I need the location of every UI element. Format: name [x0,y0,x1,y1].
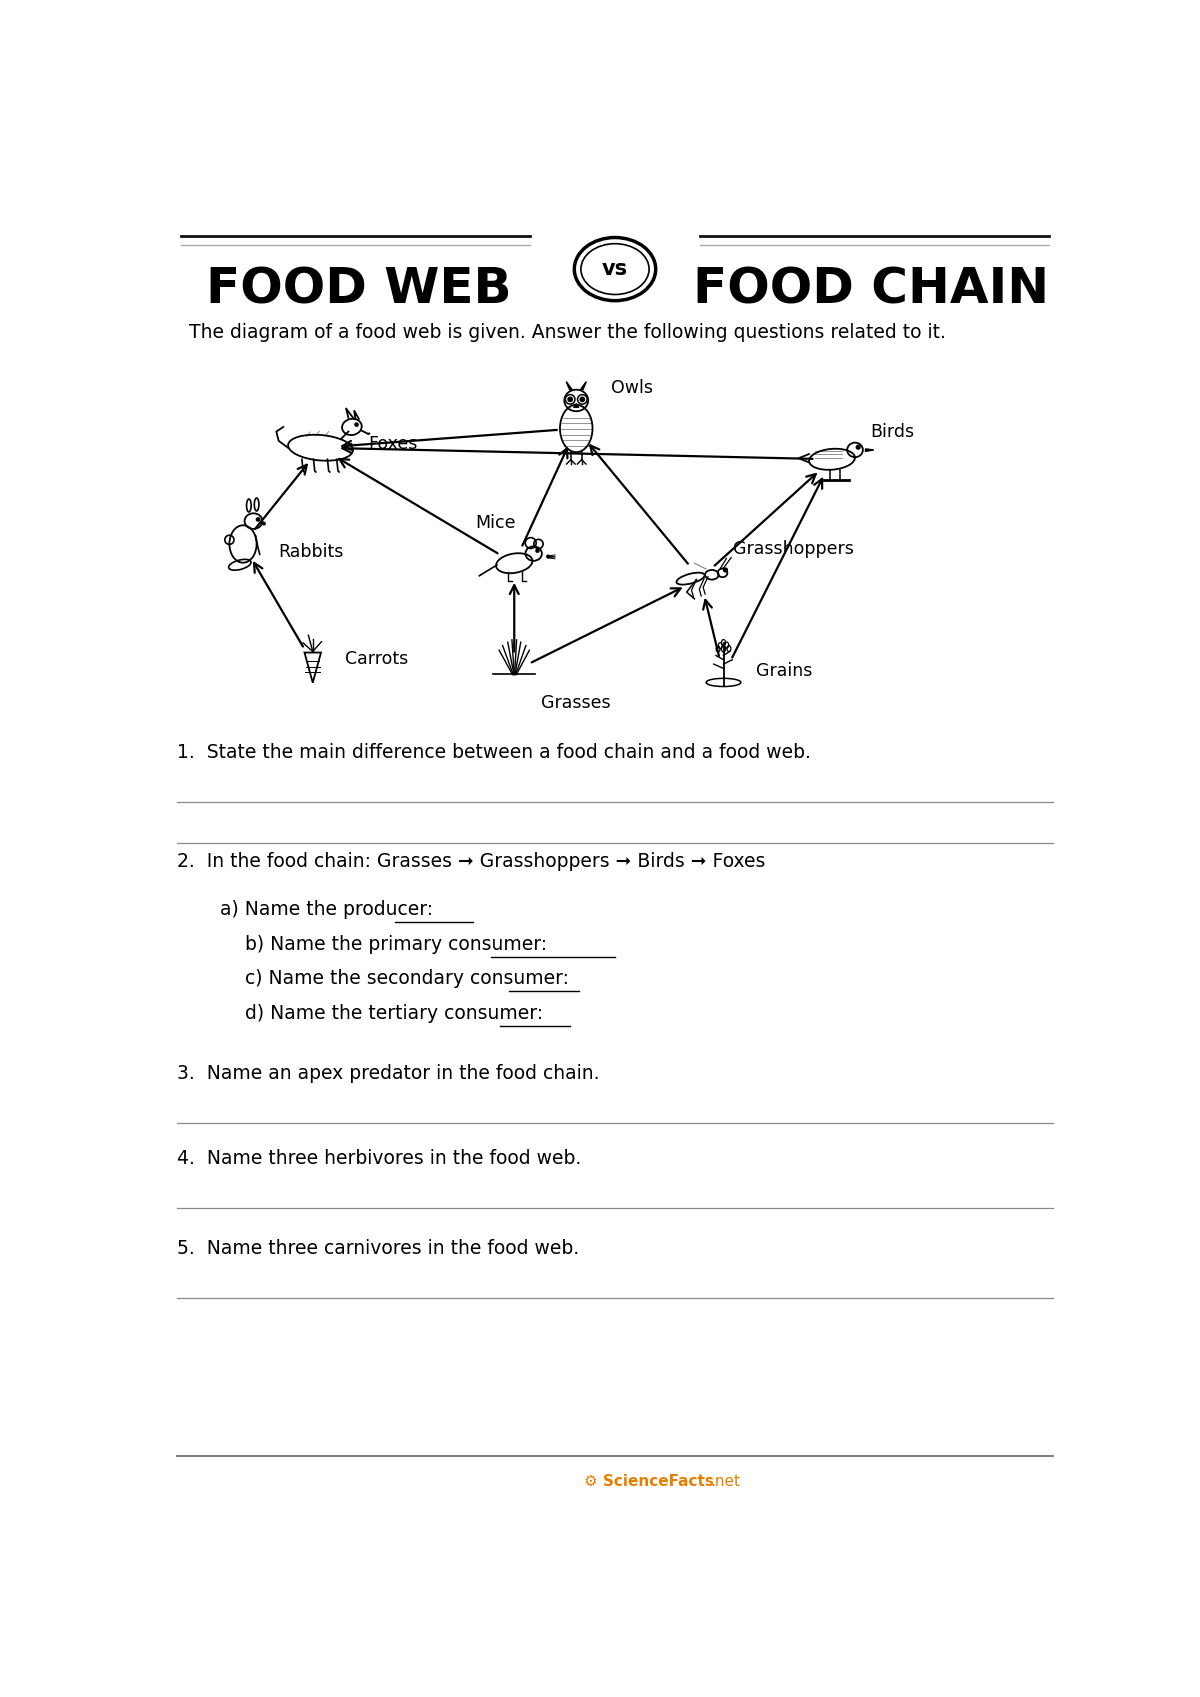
Text: 3.  Name an apex predator in the food chain.: 3. Name an apex predator in the food cha… [178,1064,600,1083]
Circle shape [263,523,265,524]
Text: vs: vs [602,260,628,278]
Text: FOOD CHAIN: FOOD CHAIN [692,266,1049,314]
Circle shape [536,550,539,552]
Text: c) Name the secondary consumer:: c) Name the secondary consumer: [221,969,569,988]
Circle shape [580,397,584,402]
Text: Birds: Birds [871,423,914,441]
Circle shape [257,518,259,521]
Text: a) Name the producer:: a) Name the producer: [197,899,433,920]
Text: b) Name the primary consumer:: b) Name the primary consumer: [221,935,547,954]
Text: Grains: Grains [756,662,812,680]
Text: Grasshoppers: Grasshoppers [733,540,853,558]
Polygon shape [865,450,874,451]
Circle shape [724,568,727,572]
Text: FOOD WEB: FOOD WEB [206,266,512,314]
Text: 1.  State the main difference between a food chain and a food web.: 1. State the main difference between a f… [178,743,811,762]
Text: Foxes: Foxes [368,434,418,453]
Circle shape [355,423,358,426]
Text: Owls: Owls [611,380,653,397]
Text: 4.  Name three herbivores in the food web.: 4. Name three herbivores in the food web… [178,1149,581,1168]
Circle shape [857,445,860,450]
Text: ⚙ ScienceFacts: ⚙ ScienceFacts [584,1473,714,1488]
Text: d) Name the tertiary consumer:: d) Name the tertiary consumer: [221,1005,544,1023]
Ellipse shape [575,238,655,300]
Text: 5.  Name three carnivores in the food web.: 5. Name three carnivores in the food web… [178,1239,580,1257]
Text: Rabbits: Rabbits [278,543,343,560]
Polygon shape [574,404,578,407]
Text: Carrots: Carrots [346,650,408,669]
Circle shape [547,555,550,558]
Text: 2.  In the food chain: Grasses ➞ Grasshoppers ➞ Birds ➞ Foxes: 2. In the food chain: Grasses ➞ Grasshop… [178,852,766,871]
Text: Mice: Mice [475,514,516,533]
Text: Grasses: Grasses [541,694,611,713]
Text: The diagram of a food web is given. Answer the following questions related to it: The diagram of a food web is given. Answ… [188,322,946,341]
Circle shape [568,397,572,402]
Text: .net: .net [710,1473,740,1488]
